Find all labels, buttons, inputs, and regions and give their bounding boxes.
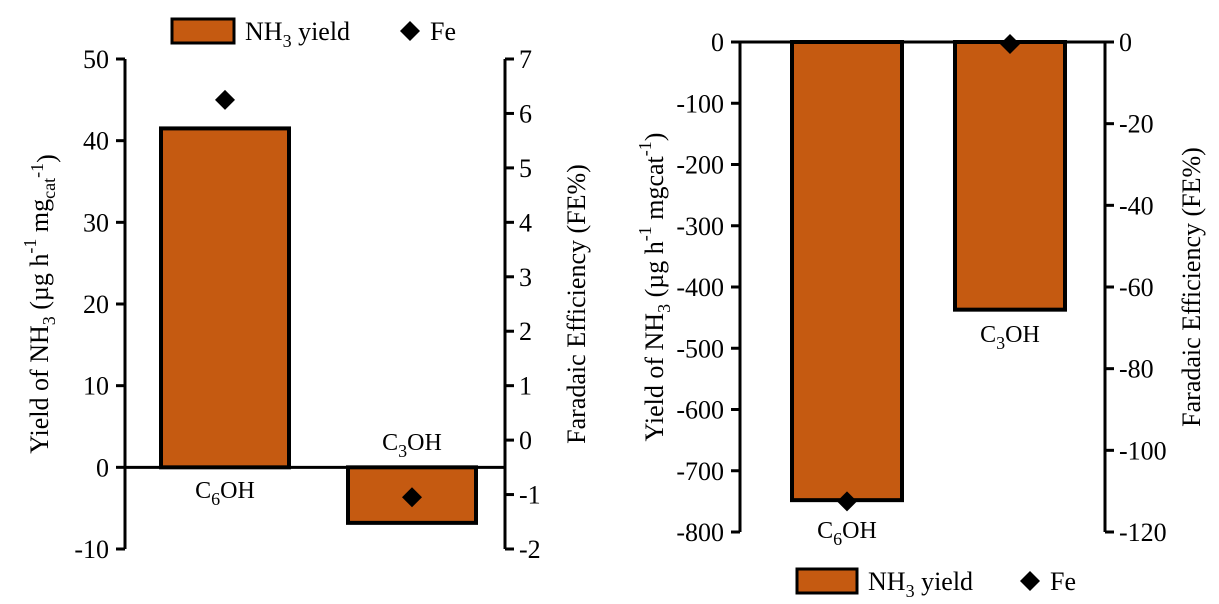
ylabel-superscript: -1 — [635, 226, 655, 241]
legend-bar-label-rest: yield — [915, 567, 974, 596]
y2-tick-label: 7 — [519, 45, 532, 74]
ylabel-superscript: -1 — [20, 239, 40, 254]
ylabel-part: ) — [32, 154, 61, 163]
legend-marker-label: Fe — [1050, 567, 1076, 596]
legend-bar-label: NH3 yield — [868, 567, 973, 601]
ylabel-part: Yield of NH — [25, 325, 54, 454]
y-tick-label: -100 — [676, 89, 724, 118]
legend-bar-swatch — [795, 567, 859, 595]
category-label-rest: OH — [842, 518, 877, 544]
y2-tick-label: 6 — [519, 99, 532, 128]
bar-C3OH — [953, 40, 1067, 312]
fe-marker — [1000, 34, 1020, 55]
y2-tick-label: -60 — [1119, 273, 1154, 302]
category-label-rest: OH — [220, 478, 255, 504]
y-axis-title: Yield of NH3 (µg h-1 mgcat-1) — [20, 154, 61, 454]
y-tick-label: 40 — [83, 127, 109, 156]
legend-marker-label: Fe — [430, 17, 456, 46]
y-tick-label: 30 — [83, 208, 109, 237]
category-label-rest: OH — [1005, 322, 1040, 348]
y-tick-label: -300 — [676, 212, 724, 241]
y2-tick-label: 4 — [519, 208, 532, 237]
category-label: C6OH — [195, 478, 255, 509]
y-tick-label: -10 — [74, 535, 109, 564]
legend-bar-label-subscript: 3 — [906, 581, 915, 601]
category-label-rest: OH — [407, 430, 442, 456]
y2-tick-label: 0 — [519, 426, 532, 455]
category-label-main: C — [980, 322, 996, 348]
legend-bar-label-main: NH — [868, 567, 906, 596]
y-tick-label: -400 — [676, 273, 724, 302]
category-label: C3OH — [980, 322, 1040, 353]
y2-tick-label: 2 — [519, 317, 532, 346]
category-label-subscript: 3 — [398, 441, 407, 461]
legend-diamond-swatch — [1020, 571, 1040, 591]
y-tick-label: -600 — [676, 396, 724, 425]
y2-tick-label: 0 — [1119, 28, 1132, 57]
legend-bar-label-subscript: 3 — [283, 31, 292, 51]
fe-marker — [402, 487, 422, 508]
y2-axis-title: Faradaic Efficiency (FE%) — [562, 164, 591, 444]
y-tick-label: -500 — [676, 334, 724, 363]
ylabel-part: Yield of NH — [640, 313, 669, 442]
right-chart: -800-700-600-500-400-300-200-1000-120-10… — [635, 28, 1206, 601]
y2-tick-label: -2 — [519, 535, 541, 564]
bar-C6OH — [159, 126, 291, 470]
category-label-main: C — [382, 430, 398, 456]
y-tick-label: 20 — [83, 290, 109, 319]
fe-marker — [215, 89, 235, 110]
legend-bar-label-main: NH — [245, 17, 283, 46]
y2-tick-label: -100 — [1119, 436, 1167, 465]
legend-bar-swatch — [170, 17, 236, 45]
y2-tick-label: 5 — [519, 154, 532, 183]
ylabel-part: mg — [25, 199, 54, 239]
ylabel-part: (µg h — [25, 254, 54, 317]
y-tick-label: 10 — [83, 372, 109, 401]
y2-tick-label: -120 — [1119, 518, 1167, 547]
y-axis-title: Yield of NH3 (µg h-1 mgcat-1) — [635, 133, 674, 442]
y2-tick-label: 3 — [519, 263, 532, 292]
y-tick-label: 0 — [711, 28, 724, 57]
y2-tick-label: -20 — [1119, 110, 1154, 139]
y2-tick-label: -80 — [1119, 355, 1154, 384]
ylabel-part: mgcat — [640, 155, 669, 226]
category-label-subscript: 6 — [211, 489, 220, 509]
legend-bar-label: NH3 yield — [245, 17, 350, 51]
ylabel-subscript: 3 — [39, 316, 59, 325]
category-label-main: C — [817, 518, 833, 544]
ylabel-part: (µg h — [640, 241, 669, 304]
y-tick-label: -800 — [676, 518, 724, 547]
ylabel-part: ) — [640, 133, 669, 142]
category-label-subscript: 3 — [996, 333, 1005, 353]
ylabel-superscript: -1 — [635, 141, 655, 156]
y-tick-label: -700 — [676, 457, 724, 486]
category-label-subscript: 6 — [833, 529, 842, 549]
category-label-main: C — [195, 478, 211, 504]
left-chart: -1001020304050-2-101234567C6OHC3OHYield … — [20, 17, 591, 564]
legend-diamond-swatch — [400, 21, 420, 41]
y-tick-label: 0 — [96, 453, 109, 482]
category-label: C3OH — [382, 430, 442, 461]
y2-axis-title: Faradaic Efficiency (FE%) — [1177, 147, 1206, 427]
y-tick-label: 50 — [83, 45, 109, 74]
y2-tick-label: -40 — [1119, 191, 1154, 220]
y2-tick-label: -1 — [519, 481, 541, 510]
legend-bar-label-rest: yield — [292, 17, 351, 46]
ylabel-superscript: -1 — [27, 163, 47, 178]
bar-C6OH — [790, 40, 904, 503]
ylabel-subscript: cat — [39, 178, 59, 199]
fe-marker — [837, 491, 857, 512]
category-label: C6OH — [817, 518, 877, 549]
ylabel-subscript: 3 — [654, 304, 674, 313]
y-tick-label: -200 — [676, 151, 724, 180]
y2-tick-label: 1 — [519, 372, 532, 401]
